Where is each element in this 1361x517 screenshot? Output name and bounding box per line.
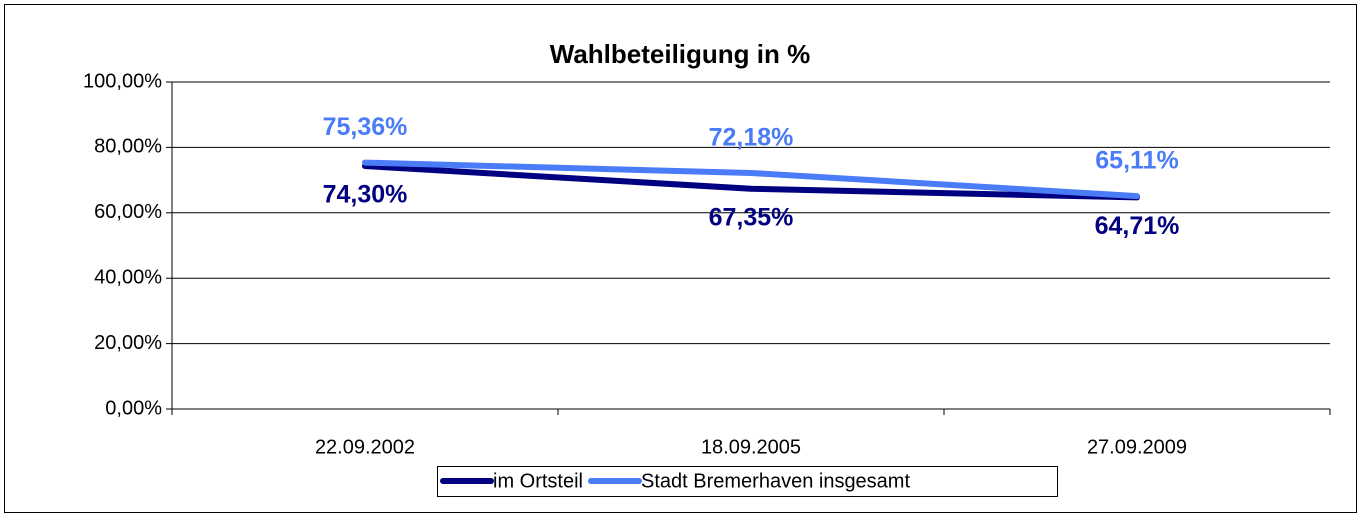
legend-label: Stadt Bremerhaven insgesamt xyxy=(641,470,910,492)
y-tick-label: 80,00% xyxy=(94,136,162,158)
series-line xyxy=(362,163,1140,201)
x-tick-label: 18.09.2005 xyxy=(701,436,801,458)
value-label: 75,36% xyxy=(323,113,408,141)
y-tick-label: 20,00% xyxy=(94,332,162,354)
series-line xyxy=(362,159,1140,200)
chart-border xyxy=(4,4,1357,513)
y-tick-label: 100,00% xyxy=(83,70,162,92)
value-label: 64,71% xyxy=(1095,212,1180,240)
x-tick-label: 22.09.2002 xyxy=(315,436,415,458)
value-label: 74,30% xyxy=(323,181,408,209)
value-label: 65,11% xyxy=(1095,147,1178,175)
y-tick-label: 40,00% xyxy=(94,266,162,288)
y-tick-label: 60,00% xyxy=(94,201,162,223)
value-label: 72,18% xyxy=(709,124,794,152)
x-tick-label: 27.09.2009 xyxy=(1087,436,1187,458)
legend-label: im Ortsteil xyxy=(493,470,583,492)
chart-title: Wahlbeteiligung in % xyxy=(550,39,810,69)
value-label: 67,35% xyxy=(709,203,794,231)
legend-box xyxy=(437,466,1058,497)
y-tick-label: 0,00% xyxy=(105,397,162,419)
